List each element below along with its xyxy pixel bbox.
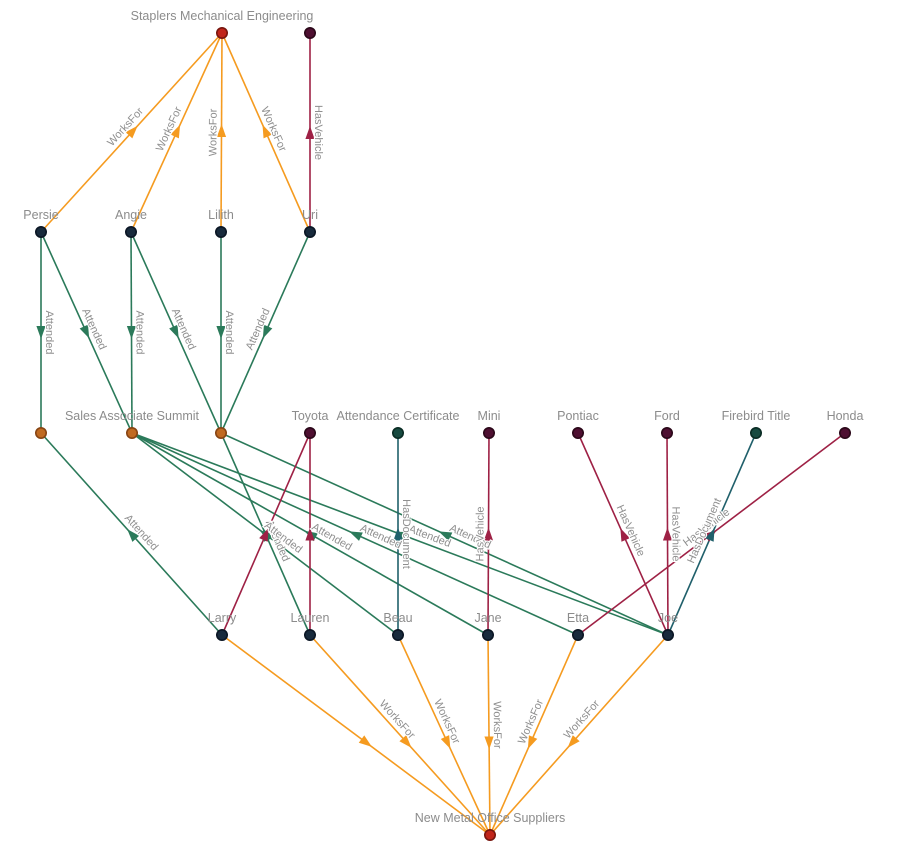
node-summit_right[interactable] xyxy=(215,426,228,439)
node-persie[interactable] xyxy=(34,226,47,239)
edge-label-joe-ford: HasVehicle xyxy=(669,506,681,561)
edge-larry-nmos xyxy=(221,634,491,836)
node-uri[interactable] xyxy=(303,226,316,239)
node-firebird[interactable] xyxy=(749,426,762,439)
arrowhead-lilith-staplers xyxy=(216,124,227,138)
node-lauren[interactable] xyxy=(303,628,316,641)
node-label-cert: Attendance Certificate xyxy=(337,409,460,423)
edge-label-uri-vehicle_top: HasVehicle xyxy=(312,105,324,160)
node-label-lauren: Lauren xyxy=(291,611,330,625)
node-angie[interactable] xyxy=(125,226,138,239)
edge-label-persie-summit_left: Attended xyxy=(43,310,55,354)
node-summit_mid[interactable] xyxy=(126,426,139,439)
node-label-honda: Honda xyxy=(827,409,864,423)
node-lilith[interactable] xyxy=(215,226,228,239)
edge-labels-layer: WorksFor WorksFor WorksFor WorksFor HasVehic… xyxy=(42,104,733,750)
node-vehicle_top[interactable] xyxy=(303,26,316,39)
edge-lauren-nmos xyxy=(309,634,491,836)
node-honda[interactable] xyxy=(838,426,851,439)
arrowheads-layer xyxy=(36,124,717,750)
node-toyota[interactable] xyxy=(303,426,316,439)
arrowhead-angie-summit_mid xyxy=(126,325,137,339)
node-label-ford: Ford xyxy=(654,409,680,423)
node-labels-layer: Staplers Mechanical Engineering Persie Ang… xyxy=(23,9,863,825)
node-label-larry: Larry xyxy=(208,611,237,625)
arrowhead-persie-staplers xyxy=(125,125,138,139)
node-label-lilith: Lilith xyxy=(208,208,234,222)
node-cert[interactable] xyxy=(391,426,404,439)
node-label-summit_mid: Sales Associate Summit xyxy=(65,409,200,423)
arrowhead-lauren-nmos xyxy=(399,735,412,748)
arrowhead-angie-summit_right xyxy=(169,324,179,339)
edge-label-lauren-nmos: WorksFor xyxy=(377,698,418,742)
edge-label-jane-nmos: WorksFor xyxy=(491,701,503,749)
node-label-uri: Uri xyxy=(302,208,318,222)
arrowhead-joe-ford xyxy=(662,527,673,541)
node-label-staplers: Staplers Mechanical Engineering xyxy=(131,9,314,23)
node-nmos[interactable] xyxy=(483,828,496,841)
arrowhead-larry-nmos xyxy=(358,735,372,747)
edge-label-persie-staplers: WorksFor xyxy=(105,105,146,148)
arrowhead-jane-mini xyxy=(483,527,494,541)
arrowhead-persie-summit_left xyxy=(36,326,46,339)
node-label-persie: Persie xyxy=(23,208,58,222)
node-label-jane: Jane xyxy=(474,611,501,625)
node-label-pontiac: Pontiac xyxy=(557,409,599,423)
node-beau[interactable] xyxy=(391,628,404,641)
arrowhead-etta-nmos xyxy=(527,735,538,749)
arrowhead-lilith-summit_right xyxy=(216,326,226,339)
node-staplers[interactable] xyxy=(216,26,229,39)
edge-beau-nmos xyxy=(397,634,491,836)
node-larry[interactable] xyxy=(216,628,229,641)
arrowhead-uri-staplers xyxy=(262,124,272,139)
edge-label-lilith-summit_right: Attended xyxy=(223,310,235,354)
node-pontiac[interactable] xyxy=(571,426,584,439)
arrowhead-joe-nmos xyxy=(567,735,580,748)
node-jane[interactable] xyxy=(481,628,494,641)
arrowhead-angie-staplers xyxy=(170,124,181,139)
node-label-mini: Mini xyxy=(478,409,501,423)
arrowhead-joe-firebird xyxy=(705,528,715,542)
node-label-etta: Etta xyxy=(567,611,589,625)
edge-jane-nmos xyxy=(487,634,491,836)
node-mini[interactable] xyxy=(482,426,495,439)
arrowhead-etta-summit_mid xyxy=(349,531,363,541)
nodes-layer xyxy=(34,26,851,841)
node-label-joe: Joe xyxy=(658,611,678,625)
edge-etta-nmos xyxy=(489,634,579,836)
arrowhead-jane-nmos xyxy=(484,736,494,750)
edge-label-angie-summit_mid: Attended xyxy=(133,310,145,354)
arrowhead-uri-summit_right xyxy=(262,324,273,339)
node-label-nmos: New Metal Office Suppliers xyxy=(415,811,566,825)
arrowhead-larry-toyota xyxy=(259,528,269,542)
arrowhead-larry-summit_left xyxy=(127,529,140,542)
edge-label-beau-cert: HasDocument xyxy=(400,499,412,569)
edge-label-joe-nmos: WorksFor xyxy=(562,698,603,742)
edge-label-angie-staplers: WorksFor xyxy=(154,105,185,153)
arrowhead-joe-summit_right xyxy=(438,531,453,541)
edge-label-uri-staplers: WorksFor xyxy=(258,105,288,154)
node-ford[interactable] xyxy=(660,426,673,439)
arrowhead-persie-summit_mid xyxy=(79,324,90,339)
arrowhead-uri-vehicle_top xyxy=(305,126,315,139)
arrowhead-joe-pontiac xyxy=(620,528,630,542)
edge-label-lilith-staplers: WorksFor xyxy=(207,108,219,156)
arrowhead-beau-cert xyxy=(393,527,403,541)
node-label-firebird: Firebird Title xyxy=(722,409,791,423)
node-summit_left[interactable] xyxy=(34,426,47,439)
edge-label-larry-summit_left: Attended xyxy=(122,512,160,553)
node-label-beau: Beau xyxy=(383,611,412,625)
arrowhead-lauren-toyota xyxy=(305,527,315,541)
node-label-toyota: Toyota xyxy=(292,409,329,423)
node-label-angie: Angie xyxy=(115,208,147,222)
arrowhead-beau-nmos xyxy=(440,735,451,749)
node-joe[interactable] xyxy=(661,628,674,641)
edge-label-jane-mini: HasVehicle xyxy=(474,506,486,561)
node-etta[interactable] xyxy=(571,628,584,641)
edge-joe-nmos xyxy=(489,634,669,836)
